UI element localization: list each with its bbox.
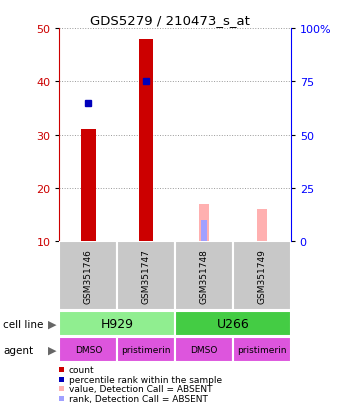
Bar xyxy=(175,242,233,310)
Bar xyxy=(117,337,175,363)
Text: GDS5279 / 210473_s_at: GDS5279 / 210473_s_at xyxy=(90,14,250,27)
Text: GSM351749: GSM351749 xyxy=(257,248,266,303)
Bar xyxy=(175,311,291,337)
Bar xyxy=(257,210,267,242)
Text: ▶: ▶ xyxy=(49,319,57,329)
Text: count: count xyxy=(69,365,94,374)
Text: ▶: ▶ xyxy=(49,345,57,355)
Text: GSM351747: GSM351747 xyxy=(142,248,151,303)
Bar xyxy=(233,242,291,310)
Bar xyxy=(233,337,291,363)
Text: GSM351746: GSM351746 xyxy=(84,248,93,303)
Bar xyxy=(59,311,175,337)
Text: H929: H929 xyxy=(101,317,134,330)
Bar xyxy=(59,337,117,363)
Text: value, Detection Call = ABSENT: value, Detection Call = ABSENT xyxy=(69,384,212,393)
Text: agent: agent xyxy=(3,345,34,355)
Text: DMSO: DMSO xyxy=(75,345,102,354)
Bar xyxy=(201,220,207,242)
Text: pristimerin: pristimerin xyxy=(237,345,287,354)
Text: DMSO: DMSO xyxy=(190,345,218,354)
Bar xyxy=(81,130,96,242)
Bar xyxy=(59,242,117,310)
Text: cell line: cell line xyxy=(3,319,44,329)
Text: pristimerin: pristimerin xyxy=(121,345,171,354)
Bar xyxy=(199,204,209,242)
Bar xyxy=(175,337,233,363)
Text: rank, Detection Call = ABSENT: rank, Detection Call = ABSENT xyxy=(69,394,207,403)
Bar xyxy=(139,40,153,242)
Text: U266: U266 xyxy=(217,317,249,330)
Text: GSM351748: GSM351748 xyxy=(200,248,208,303)
Text: percentile rank within the sample: percentile rank within the sample xyxy=(69,375,222,384)
Bar xyxy=(117,242,175,310)
